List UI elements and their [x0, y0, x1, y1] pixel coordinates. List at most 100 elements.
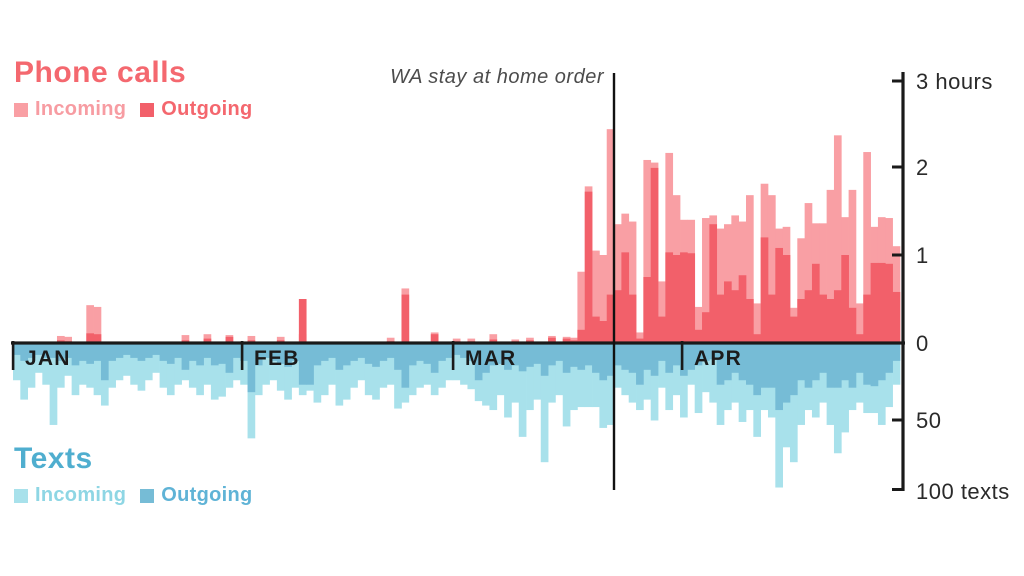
- bar-calls-incoming: [702, 218, 710, 343]
- bar-texts-incoming: [599, 343, 608, 428]
- bar-texts-incoming: [460, 343, 468, 385]
- bar-texts-outgoing: [27, 343, 36, 358]
- bar-calls-outgoing: [225, 336, 234, 343]
- bar-texts-outgoing: [731, 343, 740, 373]
- bar-calls-outgoing: [628, 294, 637, 343]
- bar-texts-incoming: [335, 343, 344, 406]
- bar-texts-outgoing: [855, 343, 864, 373]
- bar-texts-incoming: [64, 343, 72, 376]
- bar-calls-outgoing: [724, 281, 732, 343]
- bar-texts-outgoing: [34, 343, 43, 355]
- bar-texts-outgoing: [152, 343, 160, 355]
- bar-texts-outgoing: [775, 343, 783, 411]
- right-axis-tick: [892, 488, 903, 491]
- bar-calls-outgoing: [643, 277, 652, 343]
- bar-texts-incoming: [877, 343, 886, 425]
- bar-texts-incoming: [269, 343, 278, 381]
- bar-texts-incoming: [445, 343, 454, 381]
- bar-calls-outgoing: [401, 294, 410, 343]
- month-tick-apr: [680, 341, 684, 370]
- texts-legend: Incoming Outgoing: [14, 484, 267, 507]
- phone-calls-header: Phone calls Incoming Outgoing: [14, 56, 267, 121]
- bar-texts-incoming: [276, 343, 285, 391]
- bar-texts-incoming: [108, 343, 116, 388]
- bar-texts-outgoing: [760, 343, 769, 388]
- bar-texts-outgoing: [350, 343, 358, 361]
- bar-texts-incoming: [467, 343, 476, 390]
- bar-calls-incoming: [56, 335, 65, 343]
- bar-texts-incoming: [27, 343, 36, 388]
- bar-texts-incoming: [71, 343, 80, 396]
- bar-texts-incoming: [702, 343, 710, 393]
- bar-calls-outgoing: [833, 290, 842, 343]
- bar-texts-incoming: [833, 343, 842, 454]
- bar-texts-outgoing: [518, 343, 527, 372]
- bar-texts-incoming: [218, 343, 226, 397]
- bar-texts-outgoing: [130, 343, 138, 358]
- bar-texts-incoming: [489, 343, 498, 411]
- bar-calls-incoming: [826, 189, 835, 343]
- bar-texts-outgoing: [716, 343, 725, 385]
- right-axis-tick: [892, 418, 903, 422]
- bar-texts-incoming: [262, 343, 270, 385]
- month-tick-jan: [11, 341, 15, 370]
- bar-texts-incoming: [416, 343, 424, 388]
- texts-header: Texts Incoming Outgoing: [14, 442, 267, 507]
- bar-texts-outgoing: [621, 343, 630, 370]
- bar-texts-incoming: [20, 343, 29, 400]
- bar-texts-outgoing: [328, 343, 336, 358]
- bar-calls-outgoing: [665, 252, 674, 343]
- bar-texts-outgoing: [342, 343, 351, 366]
- calls-outgoing-label: Outgoing: [161, 98, 253, 120]
- bar-calls-outgoing: [650, 167, 659, 343]
- bar-texts-incoming: [592, 343, 600, 408]
- bar-texts-incoming: [658, 343, 666, 388]
- bar-calls-incoming: [746, 195, 754, 343]
- bar-texts-outgoing: [482, 343, 490, 373]
- bar-texts-outgoing: [614, 343, 622, 366]
- bar-texts-outgoing: [203, 343, 212, 358]
- bar-texts-outgoing: [13, 343, 21, 355]
- bar-texts-outgoing: [276, 343, 285, 364]
- bar-calls-outgoing: [562, 338, 571, 343]
- bar-texts-incoming: [438, 343, 446, 388]
- texts-incoming-swatch: [14, 488, 28, 503]
- bar-texts-incoming: [86, 343, 94, 388]
- bar-calls-outgoing: [811, 263, 820, 343]
- bar-calls-incoming: [855, 303, 864, 343]
- bar-texts-incoming: [540, 343, 549, 463]
- bar-calls-incoming: [767, 195, 776, 343]
- bar-calls-incoming: [848, 189, 857, 343]
- bar-texts-outgoing: [181, 343, 190, 370]
- bar-texts-outgoing: [753, 343, 762, 396]
- bar-calls-outgoing: [584, 191, 593, 343]
- bar-texts-outgoing: [254, 343, 263, 366]
- month-label-feb: FEB: [254, 347, 300, 370]
- bar-texts-outgoing: [665, 343, 674, 373]
- bar-calls-incoming: [694, 306, 703, 343]
- right-axis-label: 2: [916, 155, 929, 180]
- bar-texts-outgoing: [511, 343, 520, 366]
- bar-texts-incoming: [188, 343, 197, 388]
- bar-calls-outgoing: [687, 253, 696, 343]
- bar-calls-outgoing: [636, 338, 644, 343]
- right-axis-tick: [892, 165, 903, 169]
- bar-calls-outgoing: [797, 299, 805, 343]
- bar-calls-outgoing: [819, 294, 827, 343]
- calls-incoming-label: Incoming: [35, 98, 127, 120]
- bar-texts-incoming: [130, 343, 138, 385]
- bar-texts-outgoing: [606, 343, 615, 376]
- bar-texts-incoming: [357, 343, 366, 381]
- right-axis: 3 hours 2 1 0 50 100 texts: [892, 69, 1009, 504]
- bar-texts-outgoing: [423, 343, 432, 364]
- bar-calls-incoming: [489, 334, 498, 343]
- event-line-group: [612, 73, 616, 490]
- bar-calls-incoming: [606, 129, 615, 343]
- bar-texts-incoming: [203, 343, 212, 385]
- bar-texts-outgoing: [174, 343, 182, 358]
- bar-calls-incoming: [467, 338, 476, 343]
- bar-texts-outgoing: [650, 343, 659, 376]
- bar-texts-incoming: [606, 343, 615, 425]
- stay-home-order-annotation: WA stay at home order: [390, 66, 604, 88]
